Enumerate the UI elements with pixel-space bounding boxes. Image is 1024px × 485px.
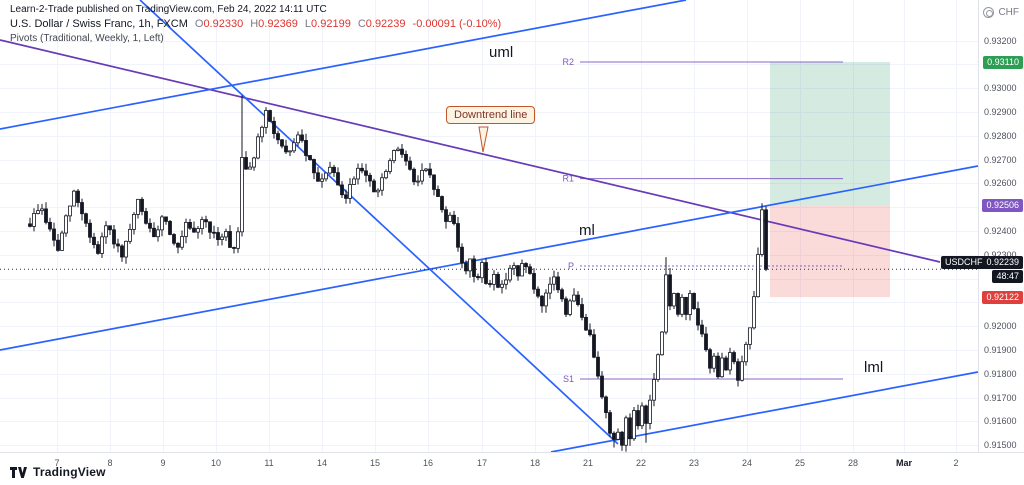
time-tick: 8 bbox=[107, 458, 112, 468]
price-tick: 0.92700 bbox=[984, 155, 1017, 165]
time-tick: 21 bbox=[583, 458, 593, 468]
time-tick: 9 bbox=[160, 458, 165, 468]
svg-text:R2: R2 bbox=[562, 57, 574, 67]
chart-canvas[interactable]: R2R1PS1 bbox=[0, 0, 978, 452]
tradingview-attribution[interactable]: TradingView bbox=[10, 465, 106, 479]
time-axis[interactable]: 78910111415161718212223242528Mar2 bbox=[0, 452, 1024, 485]
entry-price-badge: 0.92506 bbox=[982, 199, 1023, 212]
downtrend-callout[interactable]: Downtrend line bbox=[446, 106, 535, 124]
price-tick: 0.92800 bbox=[984, 131, 1017, 141]
price-tick: 0.92400 bbox=[984, 226, 1017, 236]
uml-label[interactable]: uml bbox=[489, 44, 513, 61]
lower-median-line bbox=[551, 372, 978, 452]
close-label: C bbox=[358, 18, 366, 30]
price-tick: 0.91500 bbox=[984, 440, 1017, 450]
chart-header: Learn-2-Trade published on TradingView.c… bbox=[10, 4, 501, 44]
currency-icon bbox=[983, 7, 994, 18]
price-tick: 0.91700 bbox=[984, 393, 1017, 403]
stop-price-badge: 0.92122 bbox=[982, 291, 1023, 304]
price-tick: 0.93200 bbox=[984, 36, 1017, 46]
price-tick: 0.91600 bbox=[984, 416, 1017, 426]
ml-label[interactable]: ml bbox=[579, 222, 595, 239]
close-value: 0.92239 bbox=[366, 18, 406, 30]
position-tool-zones[interactable] bbox=[770, 62, 890, 297]
low-value: 0.92199 bbox=[311, 18, 351, 30]
price-tick: 0.91800 bbox=[984, 369, 1017, 379]
publish-info: Learn-2-Trade published on TradingView.c… bbox=[10, 4, 501, 15]
last-price-symbol: USDCHF bbox=[945, 257, 983, 267]
tradingview-logo-text: TradingView bbox=[33, 465, 106, 479]
time-tick: 15 bbox=[370, 458, 380, 468]
time-tick: 24 bbox=[742, 458, 752, 468]
currency-label: CHF bbox=[998, 7, 1019, 18]
time-tick: 18 bbox=[530, 458, 540, 468]
countdown-badge: 48:47 bbox=[992, 270, 1023, 283]
last-price-badge: USDCHF0.92239 bbox=[941, 256, 1023, 269]
currency-toggle[interactable]: CHF bbox=[983, 7, 1019, 18]
callout-tail bbox=[479, 127, 488, 152]
time-tick: 14 bbox=[317, 458, 327, 468]
price-tick: 0.92600 bbox=[984, 178, 1017, 188]
price-tick: 0.91900 bbox=[984, 345, 1017, 355]
symbol-name: U.S. Dollar / Swiss Franc, 1h, FXCM bbox=[10, 18, 188, 30]
tradingview-chart[interactable]: R2R1PS1 Learn-2-Trade published on Tradi… bbox=[0, 0, 1024, 485]
indicator-label: Pivots (Traditional, Weekly, 1, Left) bbox=[10, 33, 501, 44]
target-price-badge: 0.93110 bbox=[983, 56, 1023, 69]
high-value: 0.92369 bbox=[258, 18, 298, 30]
time-tick: 11 bbox=[264, 458, 273, 468]
change-value: -0.00091 (-0.10%) bbox=[413, 18, 502, 30]
open-value: 0.92330 bbox=[203, 18, 243, 30]
tradingview-logo-icon bbox=[10, 466, 28, 479]
time-tick: 23 bbox=[689, 458, 699, 468]
price-tick: 0.92900 bbox=[984, 107, 1017, 117]
time-tick: 17 bbox=[477, 458, 487, 468]
symbol-title: U.S. Dollar / Swiss Franc, 1h, FXCMO0.92… bbox=[10, 18, 501, 30]
time-tick: 2 bbox=[953, 458, 958, 468]
time-tick: Mar bbox=[896, 458, 912, 468]
svg-text:S1: S1 bbox=[563, 374, 574, 384]
high-label: H bbox=[250, 18, 258, 30]
time-tick: 25 bbox=[795, 458, 805, 468]
time-tick: 28 bbox=[848, 458, 858, 468]
price-tick: 0.92000 bbox=[984, 321, 1017, 331]
last-price-value: 0.92239 bbox=[986, 257, 1019, 267]
price-tick: 0.93000 bbox=[984, 83, 1017, 93]
time-tick: 16 bbox=[423, 458, 433, 468]
time-tick: 22 bbox=[636, 458, 646, 468]
lml-label[interactable]: lml bbox=[864, 359, 883, 376]
time-tick: 10 bbox=[211, 458, 221, 468]
ohlc-readout: O0.92330H0.92369L0.92199C0.92239 bbox=[188, 18, 406, 30]
